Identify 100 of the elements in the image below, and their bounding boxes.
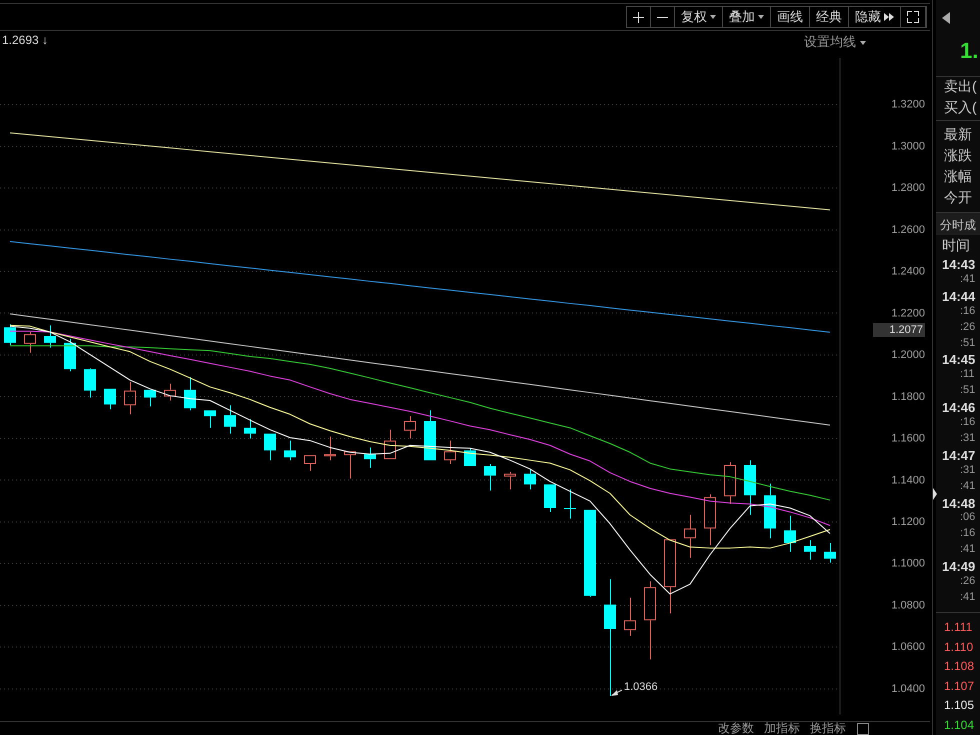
candlestick [624,597,636,636]
text: :16 [960,304,976,317]
candlestick [324,436,336,461]
candlestick [264,434,276,461]
candlestick [344,451,356,480]
y-tick-label: 1.3000 [891,140,925,152]
text: 隐藏 [855,8,881,26]
candlestick [684,514,696,558]
text: 设置均线 [804,33,857,51]
candlestick [744,460,756,516]
text: 1.104 [944,718,974,732]
text: 1.108 [944,659,974,673]
candlestick [524,469,536,490]
text: 1.2077 [873,323,925,337]
y-tick-label: 1.0400 [891,682,925,695]
y-tick-label: 1.2400 [891,266,925,278]
text: 叠加 [729,8,755,26]
candlestick [124,381,136,415]
text: 14:44 [942,288,976,304]
text: :11 [960,368,974,380]
y-tick-label: 1.2000 [891,349,925,362]
text: :41 [960,480,976,492]
candlestick [564,488,576,520]
candlestick [104,388,116,410]
y-tick-label: 1.1400 [891,474,925,486]
text: 经典 [816,8,842,26]
text: 14:48 [942,496,976,510]
annotation: 1.0366 [624,681,658,694]
candlestick [504,471,516,490]
text: 1.105 [944,698,974,712]
candlestick [364,446,376,468]
candlestick [224,404,236,434]
text: 1.111 [944,620,972,634]
candlestick [484,463,496,491]
candlestick [24,332,36,354]
candlestick [44,324,56,348]
candlestick [724,462,736,505]
y-tick-label: 1.1000 [891,558,925,570]
y-tick-label: 1.1800 [891,390,925,403]
candlestick [424,410,436,460]
candlestick [384,429,396,460]
text: 卖出( [944,78,977,96]
candlestick [164,383,176,401]
text: 买入( [944,99,977,117]
text: 14:47 [942,448,976,463]
y-tick-label: 1.0600 [891,641,925,654]
text: 最新 [944,126,972,144]
text: :41 [960,272,976,285]
candlestick [784,515,796,552]
y-tick-label: 1.0800 [891,599,925,612]
text: :26 [960,320,976,333]
candlestick [184,376,196,411]
text: 14:46 [942,400,976,416]
text: 14:49 [942,559,976,574]
candlestick [584,510,596,598]
y-tick-label: 1.3200 [891,98,925,111]
candlestick [444,440,456,464]
text: :31 [960,464,976,476]
text: 1.2693 ↓ [2,33,48,47]
candlestick [284,440,296,461]
text: 今开 [944,189,972,207]
text: 时间 [942,237,970,255]
text: 换指标 [810,721,846,735]
candlestick [764,483,776,539]
candlestick [664,539,676,614]
text: :41 [960,590,976,603]
text: 1.107 [944,678,974,692]
text: :16 [960,416,976,428]
candlestick [824,542,836,564]
candlestick [404,416,416,439]
candlestick [304,455,316,472]
text: 14:43 [942,257,976,272]
candlestick [144,390,156,407]
y-tick-label: 1.1600 [891,432,925,445]
text: 14:45 [942,352,976,368]
candlestick [84,368,96,398]
y-tick-label: 1.2800 [891,182,925,194]
text: :31 [960,432,976,444]
text: 改参数 [718,721,754,735]
text: :51 [960,384,976,396]
candlestick [244,418,256,439]
text: 1.110 [944,640,974,654]
text: 分时成 [940,217,976,234]
candlestick [544,484,556,512]
text: :51 [960,336,976,348]
candlestick [644,580,656,660]
text: :16 [960,527,976,540]
text: 加指标 [764,721,800,735]
y-tick-label: 1.2200 [891,307,925,320]
text: :41 [960,543,976,556]
text: :26 [960,575,976,587]
text: 1. [960,38,978,64]
candlestick [804,540,816,560]
text: 涨跌 [944,147,972,165]
text: 画线 [777,8,803,26]
text: 涨幅 [944,168,972,186]
text: :06 [960,511,976,524]
y-tick-label: 1.2600 [891,224,925,236]
y-tick-label: 1.1200 [891,516,925,528]
candlestick [704,494,716,546]
